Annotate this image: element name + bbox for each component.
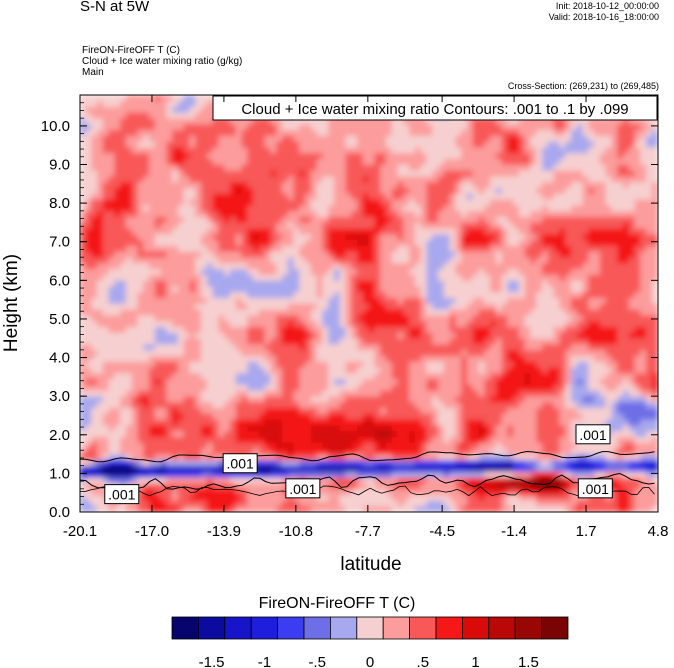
contour-info-text: Cloud + Ice water mixing ratio Contours:… [241,101,628,118]
contour-label: .001 [222,453,258,474]
contour-label: .001 [575,424,611,445]
colorbar-title: FireON-FireOFF T (C) [258,595,416,612]
colorbar-swatch [409,616,437,640]
y-tick-label: 5.0 [49,311,70,328]
colorbar-tick-label: 1 [471,654,479,668]
y-tick-label: 2.0 [49,427,70,444]
plot-title: S-N at 5W [80,0,150,15]
colorbar-tick-label: .5 [417,654,430,668]
cloud-ice-contours [80,450,655,497]
colorbar-swatch [382,616,411,640]
colorbar-swatch [171,616,199,640]
y-tick-label: 8.0 [49,195,70,212]
field-label-temperature: FireON-FireOFF T (C) [82,45,180,56]
x-tick-label: -10.8 [279,523,313,540]
x-tick-label: -20.1 [63,523,97,540]
contour-label: .001 [104,484,140,505]
axes: -20.1 -17.0 -13.9 -10.8 -7.7 -4.5 -1.4 1.7 4.8 0.… [41,94,669,540]
contour-label-group: .001 .001 .001 .001 .001 [104,424,613,505]
colorbar-swatch [356,616,384,640]
cross-section-label: Cross-Section: (269,231) to (269,485) [507,81,659,91]
colorbar-tick-label: 0 [366,654,374,668]
colorbar-swatch [197,616,226,640]
y-tick-label: 9.0 [49,157,70,174]
temperature-difference-field [80,95,658,512]
colorbar-swatch [224,616,252,640]
field-label-main: Main [82,67,104,78]
x-tick-label: 4.8 [648,523,669,540]
colorbar-swatch [541,616,569,640]
y-tick-label: 4.0 [49,350,70,367]
contour-info-box: Cloud + Ice water mixing ratio Contours:… [212,95,658,121]
colorbar: -1.5 -1 -.5 0 .5 1 1.5 [171,616,569,668]
colorbar-swatch [488,616,516,640]
colorbar-swatch [435,616,463,640]
x-tick-label: -13.9 [207,523,241,540]
y-tick-label: 0.0 [49,504,70,521]
valid-time: Valid: 2018-10-16_18:00:00 [548,12,659,22]
x-tick-label: -1.4 [501,523,527,540]
colorbar-swatch [277,616,305,640]
colorbar-swatch [514,616,543,640]
x-tick-label: -4.5 [429,523,455,540]
contour-label: .001 [285,478,321,499]
colorbar-tick-label: 1.5 [518,654,539,668]
y-tick-label: 3.0 [49,388,70,405]
x-axis-label: latitude [340,554,401,575]
contour-label: .001 [577,478,613,499]
colorbar-swatch [461,616,490,640]
colorbar-tick-label: -1.5 [199,654,225,668]
y-tick-label: 6.0 [49,272,70,289]
x-tick-label: 1.7 [576,523,597,540]
y-tick-label: 7.0 [49,234,70,251]
field-label-cloud-ice: Cloud + Ice water mixing ratio (g/kg) [82,56,243,67]
x-tick-label: -7.7 [355,523,381,540]
colorbar-swatch [329,616,358,640]
colorbar-swatch [303,616,331,640]
colorbar-swatch [250,616,278,640]
x-tick-label: -17.0 [135,523,169,540]
y-tick-label: 10.0 [41,118,70,135]
colorbar-tick-label: -1 [258,654,271,668]
init-time: Init: 2018-10-12_00:00:00 [555,1,659,11]
y-tick-label: 1.0 [49,465,70,482]
y-axis-label: Height (km) [1,254,22,352]
colorbar-tick-label: -.5 [308,654,326,668]
